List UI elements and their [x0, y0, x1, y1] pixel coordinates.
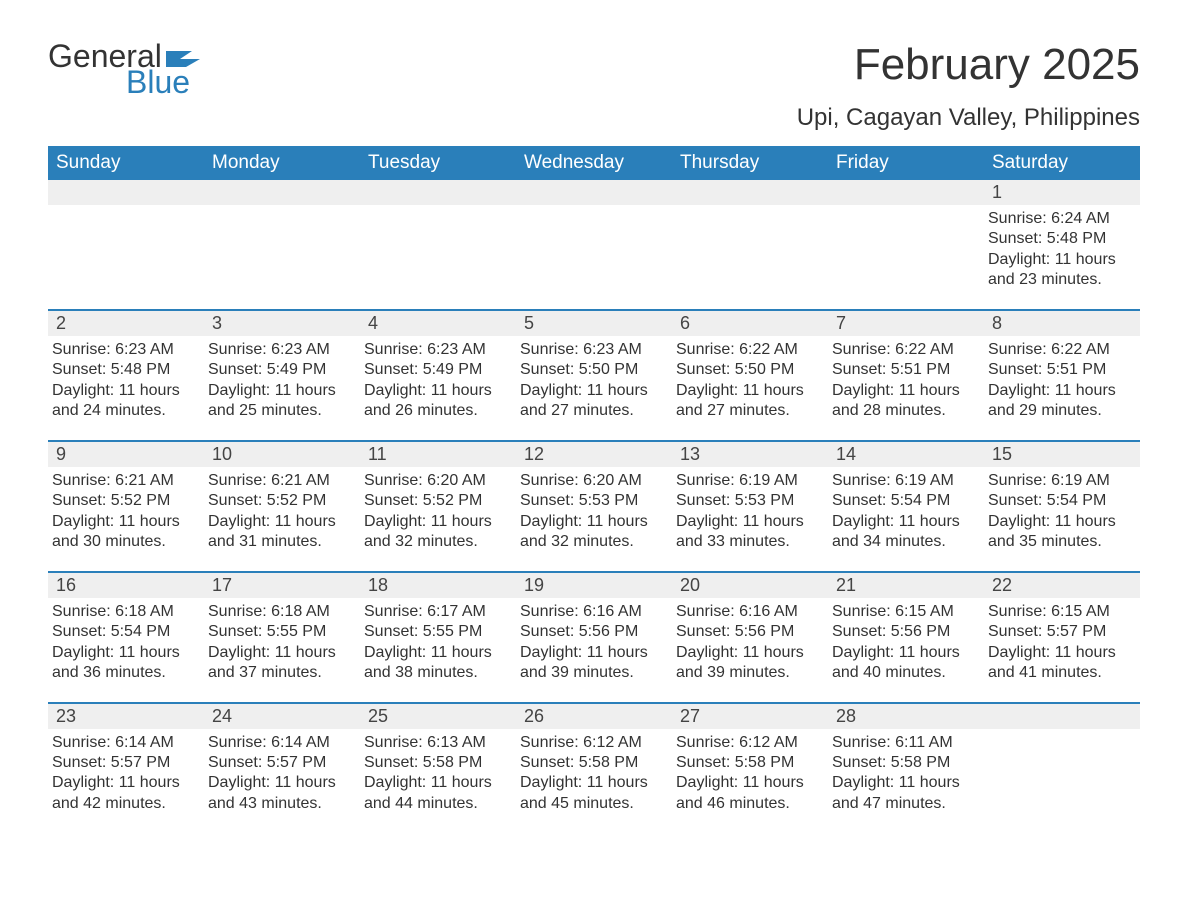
day-number: 12: [516, 442, 672, 467]
day-info: Sunrise: 6:20 AMSunset: 5:53 PMDaylight:…: [516, 467, 672, 571]
day-number: 20: [672, 573, 828, 598]
week-info-row: Sunrise: 6:21 AMSunset: 5:52 PMDaylight:…: [48, 467, 1140, 571]
day-number: 2: [48, 311, 204, 336]
day-info: Sunrise: 6:12 AMSunset: 5:58 PMDaylight:…: [516, 729, 672, 833]
day-info: Sunrise: 6:18 AMSunset: 5:54 PMDaylight:…: [48, 598, 204, 702]
day-info: Sunrise: 6:24 AMSunset: 5:48 PMDaylight:…: [984, 205, 1140, 309]
dayname-sunday: Sunday: [48, 146, 204, 180]
day-number: [828, 180, 984, 205]
day-info: Sunrise: 6:21 AMSunset: 5:52 PMDaylight:…: [204, 467, 360, 571]
day-info: Sunrise: 6:15 AMSunset: 5:56 PMDaylight:…: [828, 598, 984, 702]
day-number: 17: [204, 573, 360, 598]
location-label: Upi, Cagayan Valley, Philippines: [797, 104, 1140, 132]
dayname-monday: Monday: [204, 146, 360, 180]
day-info: Sunrise: 6:19 AMSunset: 5:54 PMDaylight:…: [828, 467, 984, 571]
week-info-row: Sunrise: 6:18 AMSunset: 5:54 PMDaylight:…: [48, 598, 1140, 702]
weeks-container: 1Sunrise: 6:24 AMSunset: 5:48 PMDaylight…: [48, 180, 1140, 832]
day-number: 4: [360, 311, 516, 336]
dayname-friday: Friday: [828, 146, 984, 180]
day-info: [360, 205, 516, 309]
day-number: 9: [48, 442, 204, 467]
dayname-saturday: Saturday: [984, 146, 1140, 180]
calendar-dayname-header: Sunday Monday Tuesday Wednesday Thursday…: [48, 146, 1140, 180]
day-number: 1: [984, 180, 1140, 205]
day-info: Sunrise: 6:13 AMSunset: 5:58 PMDaylight:…: [360, 729, 516, 833]
day-number: 23: [48, 704, 204, 729]
week-daynum-row: 16171819202122: [48, 571, 1140, 598]
day-number: [360, 180, 516, 205]
dayname-tuesday: Tuesday: [360, 146, 516, 180]
day-info: [516, 205, 672, 309]
day-number: 19: [516, 573, 672, 598]
day-number: [48, 180, 204, 205]
day-number: 6: [672, 311, 828, 336]
day-number: 10: [204, 442, 360, 467]
day-info: [48, 205, 204, 309]
day-number: [516, 180, 672, 205]
day-info: Sunrise: 6:14 AMSunset: 5:57 PMDaylight:…: [204, 729, 360, 833]
day-number: 18: [360, 573, 516, 598]
dayname-wednesday: Wednesday: [516, 146, 672, 180]
day-info: Sunrise: 6:23 AMSunset: 5:50 PMDaylight:…: [516, 336, 672, 440]
page-title: February 2025: [797, 40, 1140, 90]
day-info: Sunrise: 6:23 AMSunset: 5:49 PMDaylight:…: [204, 336, 360, 440]
day-number: 7: [828, 311, 984, 336]
day-info: Sunrise: 6:15 AMSunset: 5:57 PMDaylight:…: [984, 598, 1140, 702]
day-info: [828, 205, 984, 309]
day-info: Sunrise: 6:14 AMSunset: 5:57 PMDaylight:…: [48, 729, 204, 833]
day-info: [672, 205, 828, 309]
day-number: 25: [360, 704, 516, 729]
day-number: [204, 180, 360, 205]
day-number: 16: [48, 573, 204, 598]
calendar: Sunday Monday Tuesday Wednesday Thursday…: [48, 146, 1140, 832]
dayname-thursday: Thursday: [672, 146, 828, 180]
day-info: [204, 205, 360, 309]
day-info: Sunrise: 6:19 AMSunset: 5:53 PMDaylight:…: [672, 467, 828, 571]
day-number: 21: [828, 573, 984, 598]
day-number: 14: [828, 442, 984, 467]
day-number: 22: [984, 573, 1140, 598]
day-number: 27: [672, 704, 828, 729]
day-info: Sunrise: 6:21 AMSunset: 5:52 PMDaylight:…: [48, 467, 204, 571]
day-number: 28: [828, 704, 984, 729]
day-number: [672, 180, 828, 205]
day-info: Sunrise: 6:23 AMSunset: 5:49 PMDaylight:…: [360, 336, 516, 440]
header-row: General Blue February 2025 Upi, Cagayan …: [48, 40, 1140, 132]
day-number: 5: [516, 311, 672, 336]
week-info-row: Sunrise: 6:23 AMSunset: 5:48 PMDaylight:…: [48, 336, 1140, 440]
day-info: Sunrise: 6:11 AMSunset: 5:58 PMDaylight:…: [828, 729, 984, 833]
day-info: Sunrise: 6:22 AMSunset: 5:51 PMDaylight:…: [828, 336, 984, 440]
day-info: Sunrise: 6:17 AMSunset: 5:55 PMDaylight:…: [360, 598, 516, 702]
day-info: Sunrise: 6:23 AMSunset: 5:48 PMDaylight:…: [48, 336, 204, 440]
week-info-row: Sunrise: 6:14 AMSunset: 5:57 PMDaylight:…: [48, 729, 1140, 833]
week-info-row: Sunrise: 6:24 AMSunset: 5:48 PMDaylight:…: [48, 205, 1140, 309]
day-number: 3: [204, 311, 360, 336]
day-number: [984, 704, 1140, 729]
day-info: [984, 729, 1140, 833]
header-right: February 2025 Upi, Cagayan Valley, Phili…: [797, 40, 1140, 132]
day-info: Sunrise: 6:16 AMSunset: 5:56 PMDaylight:…: [516, 598, 672, 702]
week-daynum-row: 2345678: [48, 309, 1140, 336]
day-info: Sunrise: 6:12 AMSunset: 5:58 PMDaylight:…: [672, 729, 828, 833]
day-number: 11: [360, 442, 516, 467]
week-daynum-row: 232425262728: [48, 702, 1140, 729]
day-info: Sunrise: 6:20 AMSunset: 5:52 PMDaylight:…: [360, 467, 516, 571]
week-daynum-row: 1: [48, 180, 1140, 205]
logo-word2: Blue: [126, 66, 190, 98]
day-number: 15: [984, 442, 1140, 467]
day-info: Sunrise: 6:19 AMSunset: 5:54 PMDaylight:…: [984, 467, 1140, 571]
day-number: 13: [672, 442, 828, 467]
day-info: Sunrise: 6:22 AMSunset: 5:51 PMDaylight:…: [984, 336, 1140, 440]
day-info: Sunrise: 6:16 AMSunset: 5:56 PMDaylight:…: [672, 598, 828, 702]
day-number: 26: [516, 704, 672, 729]
logo: General Blue: [48, 40, 200, 98]
day-info: Sunrise: 6:18 AMSunset: 5:55 PMDaylight:…: [204, 598, 360, 702]
week-daynum-row: 9101112131415: [48, 440, 1140, 467]
day-info: Sunrise: 6:22 AMSunset: 5:50 PMDaylight:…: [672, 336, 828, 440]
day-number: 8: [984, 311, 1140, 336]
day-number: 24: [204, 704, 360, 729]
